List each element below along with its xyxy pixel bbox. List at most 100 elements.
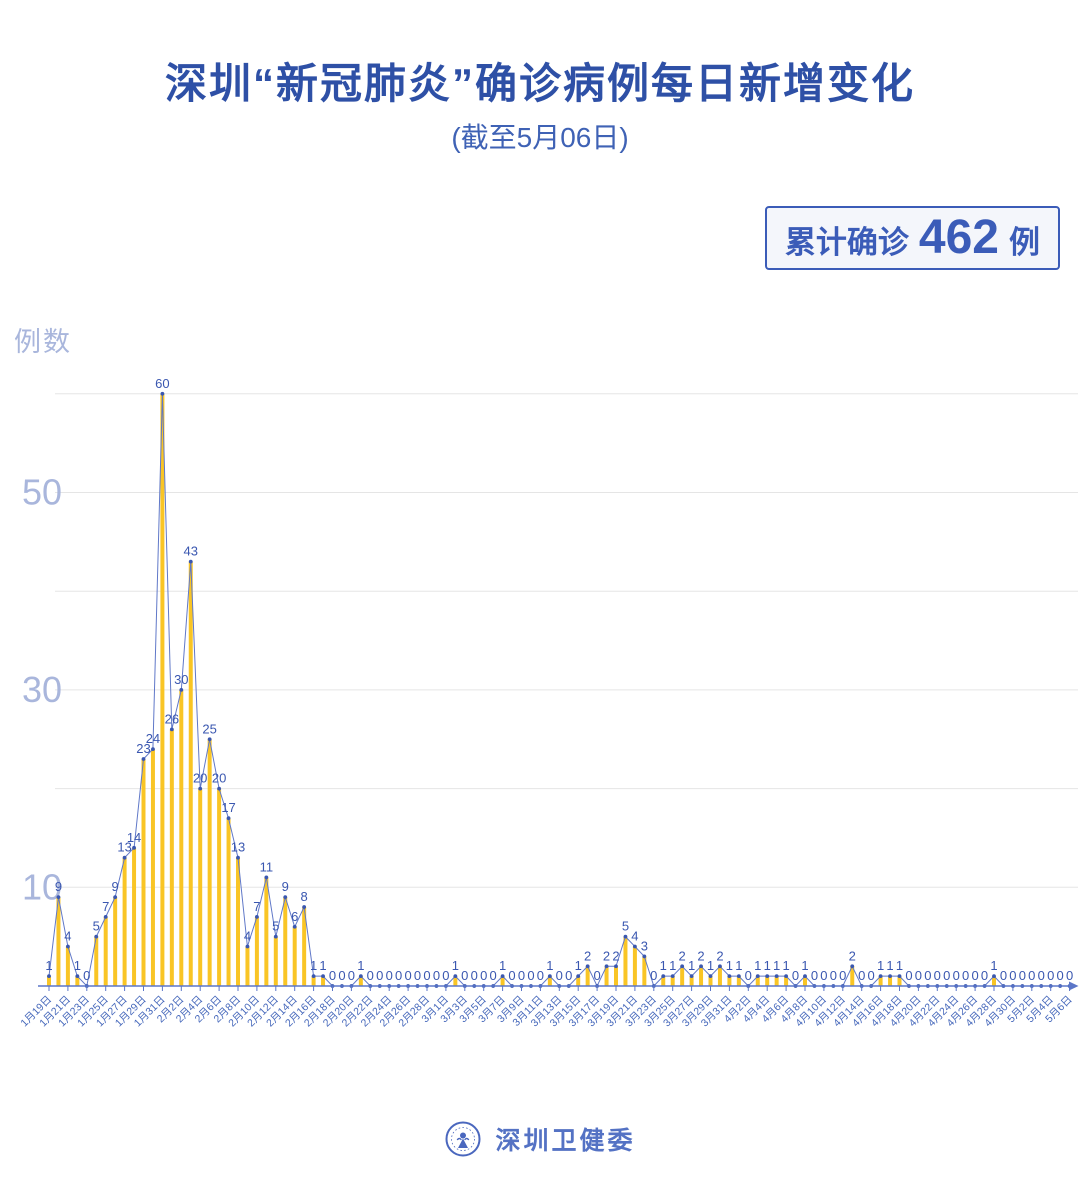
bar xyxy=(56,897,61,986)
bar xyxy=(47,976,51,986)
data-point xyxy=(878,974,883,979)
data-point xyxy=(736,974,741,979)
bars xyxy=(47,393,996,986)
svg-text:23: 23 xyxy=(136,741,150,756)
bar xyxy=(888,976,893,986)
svg-text:1: 1 xyxy=(452,958,459,973)
svg-text:50: 50 xyxy=(22,472,62,513)
svg-text:0: 0 xyxy=(915,968,922,983)
data-point xyxy=(661,974,666,979)
svg-text:5: 5 xyxy=(622,919,629,934)
data-point xyxy=(992,974,996,979)
data-point xyxy=(283,895,288,900)
svg-text:1: 1 xyxy=(990,958,997,973)
bar xyxy=(169,729,174,986)
data-point xyxy=(113,895,118,900)
svg-text:1: 1 xyxy=(754,958,761,973)
bar xyxy=(632,946,637,986)
data-point xyxy=(727,974,732,979)
footer-org-name: 深圳卫健委 xyxy=(495,1127,636,1155)
svg-text:1: 1 xyxy=(896,958,903,973)
bar xyxy=(358,976,363,986)
y-axis-title: 例数 xyxy=(14,327,72,357)
svg-text:0: 0 xyxy=(518,968,525,983)
data-point xyxy=(689,974,694,979)
bar xyxy=(245,946,250,986)
svg-text:0: 0 xyxy=(338,968,345,983)
data-point xyxy=(122,855,127,860)
bar xyxy=(453,976,458,986)
svg-text:1: 1 xyxy=(782,958,789,973)
svg-text:0: 0 xyxy=(820,968,827,983)
svg-text:2: 2 xyxy=(679,948,686,963)
svg-text:3: 3 xyxy=(641,938,648,953)
data-point xyxy=(264,875,269,880)
data-point xyxy=(604,964,609,969)
svg-text:2: 2 xyxy=(697,948,704,963)
svg-text:24: 24 xyxy=(146,731,160,746)
badge-suffix: 例 xyxy=(1009,225,1040,260)
x-tick-labels: 1月19日1月21日1月23日1月25日1月27日1月29日1月31日2月2日2… xyxy=(18,994,1074,1030)
bar xyxy=(302,907,307,986)
svg-text:0: 0 xyxy=(433,968,440,983)
data-point xyxy=(179,688,184,692)
svg-text:0: 0 xyxy=(556,968,563,983)
bar xyxy=(236,857,240,986)
svg-text:0: 0 xyxy=(924,968,931,983)
data-point xyxy=(623,934,628,939)
svg-text:30: 30 xyxy=(174,672,188,687)
data-point xyxy=(255,915,259,919)
svg-text:1: 1 xyxy=(499,958,506,973)
svg-text:9: 9 xyxy=(112,879,119,894)
svg-text:6: 6 xyxy=(291,909,298,924)
bar xyxy=(217,788,222,986)
data-point xyxy=(670,974,675,979)
data-point xyxy=(217,786,222,791)
data-point xyxy=(151,747,155,752)
bar xyxy=(699,966,704,986)
bar xyxy=(576,976,581,986)
svg-text:1: 1 xyxy=(310,958,317,973)
data-point xyxy=(718,964,722,969)
bar xyxy=(992,976,996,986)
bar xyxy=(122,857,127,986)
svg-text:0: 0 xyxy=(858,968,865,983)
svg-text:0: 0 xyxy=(934,968,941,983)
bar xyxy=(226,818,231,986)
svg-text:1: 1 xyxy=(764,958,771,973)
svg-text:0: 0 xyxy=(423,968,430,983)
bar xyxy=(689,976,694,986)
data-point xyxy=(292,924,297,929)
bar xyxy=(878,976,883,986)
svg-text:0: 0 xyxy=(1057,968,1064,983)
data-point xyxy=(273,934,278,939)
svg-text:60: 60 xyxy=(155,376,169,391)
data-point xyxy=(245,944,250,949)
bar xyxy=(614,966,618,986)
bar xyxy=(150,749,155,986)
data-point xyxy=(198,786,203,791)
svg-text:8: 8 xyxy=(301,889,308,904)
svg-text:0: 0 xyxy=(471,968,478,983)
svg-text:0: 0 xyxy=(953,968,960,983)
svg-text:11: 11 xyxy=(260,859,274,874)
data-point xyxy=(103,915,108,919)
bar xyxy=(207,739,212,986)
bar xyxy=(292,926,297,986)
svg-text:9: 9 xyxy=(55,879,62,894)
svg-text:1: 1 xyxy=(877,958,884,973)
svg-text:0: 0 xyxy=(1009,968,1016,983)
svg-text:20: 20 xyxy=(212,771,226,786)
svg-text:0: 0 xyxy=(1047,968,1054,983)
data-point xyxy=(680,964,685,969)
svg-text:1: 1 xyxy=(735,958,742,973)
data-point xyxy=(614,964,618,969)
svg-text:43: 43 xyxy=(184,544,198,559)
svg-text:0: 0 xyxy=(1028,968,1035,983)
svg-text:0: 0 xyxy=(386,968,393,983)
bar xyxy=(670,976,675,986)
svg-text:0: 0 xyxy=(593,968,600,983)
bar xyxy=(254,916,259,986)
bar xyxy=(774,976,779,986)
